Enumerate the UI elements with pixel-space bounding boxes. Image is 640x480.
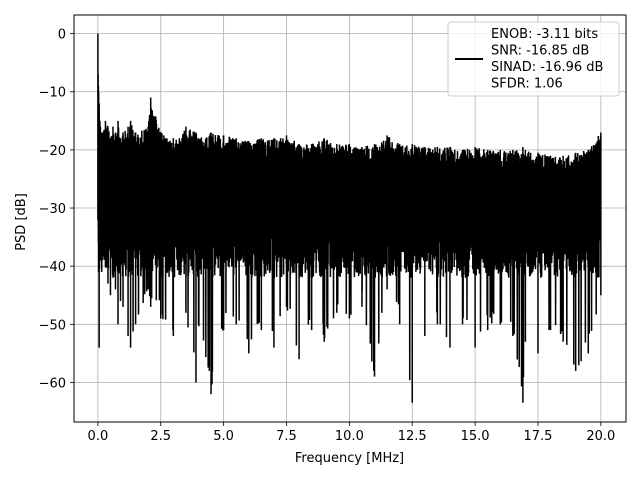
x-tick-label: 2.5 bbox=[150, 429, 171, 444]
y-tick-label: 0 bbox=[58, 28, 66, 43]
legend-label-line: SNR: -16.85 dB bbox=[491, 44, 589, 59]
series-psd bbox=[97, 33, 602, 403]
legend-label-line: SFDR: 1.06 bbox=[491, 77, 563, 92]
legend-label-line: SINAD: -16.96 dB bbox=[491, 60, 603, 75]
y-tick-label: −30 bbox=[39, 202, 66, 217]
x-axis-ticks: 0.0 2.5 5.0 7.5 10.0 12.5 15.0 17.5 20.0 bbox=[88, 422, 615, 444]
y-tick-label: −50 bbox=[39, 318, 66, 333]
y-tick-label: −20 bbox=[39, 144, 66, 159]
y-tick-label: −10 bbox=[39, 86, 66, 101]
x-axis-label: Frequency [MHz] bbox=[295, 451, 404, 466]
y-axis-ticks: 0 −10 −20 −30 −40 −50 −60 bbox=[39, 28, 74, 391]
y-tick-label: −60 bbox=[39, 376, 66, 391]
x-tick-label: 5.0 bbox=[213, 429, 234, 444]
legend-label-line: ENOB: -3.11 bits bbox=[491, 27, 598, 42]
x-tick-label: 17.5 bbox=[524, 429, 553, 444]
axes-frame bbox=[73, 14, 627, 423]
legend-frame bbox=[447, 21, 620, 97]
x-tick-label: 20.0 bbox=[586, 429, 615, 444]
psd-series-line bbox=[97, 33, 602, 403]
x-tick-label: 12.5 bbox=[398, 429, 427, 444]
x-tick-label: 10.0 bbox=[335, 429, 364, 444]
x-tick-label: 15.0 bbox=[461, 429, 490, 444]
y-axis-label: PSD [dB] bbox=[14, 193, 29, 251]
y-tick-label: −40 bbox=[39, 260, 66, 275]
x-tick-label: 0.0 bbox=[88, 429, 109, 444]
x-tick-label: 7.5 bbox=[276, 429, 297, 444]
plot-area bbox=[97, 33, 602, 403]
